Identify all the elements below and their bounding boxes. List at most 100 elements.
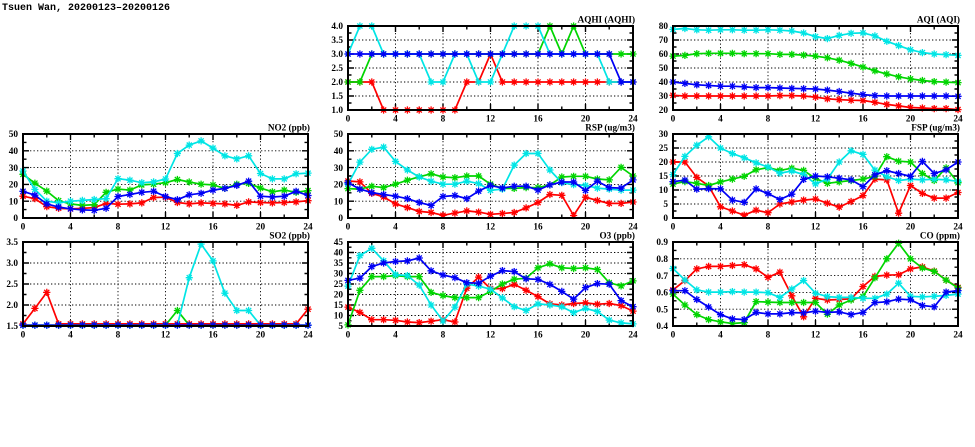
svg-text:4.0: 4.0 <box>331 22 343 32</box>
svg-text:4: 4 <box>393 115 398 125</box>
svg-text:O3 (ppb): O3 (ppb) <box>600 231 636 241</box>
svg-text:CO (ppm): CO (ppm) <box>920 231 960 241</box>
svg-text:30: 30 <box>659 92 669 102</box>
svg-text:4: 4 <box>393 223 398 233</box>
svg-text:20: 20 <box>581 223 591 233</box>
svg-text:3.5: 3.5 <box>331 36 343 46</box>
svg-text:16: 16 <box>858 115 868 125</box>
svg-text:10: 10 <box>334 197 344 207</box>
svg-text:8: 8 <box>441 223 446 233</box>
svg-text:45: 45 <box>334 238 344 248</box>
svg-text:24: 24 <box>303 223 313 233</box>
svg-text:15: 15 <box>659 172 669 182</box>
svg-text:60: 60 <box>659 50 669 60</box>
svg-text:8: 8 <box>441 331 446 341</box>
svg-text:2.5: 2.5 <box>6 280 18 290</box>
svg-text:50: 50 <box>659 64 669 74</box>
svg-text:24: 24 <box>953 223 963 233</box>
svg-text:16: 16 <box>208 223 218 233</box>
svg-text:0: 0 <box>671 331 676 341</box>
svg-text:1.5: 1.5 <box>331 92 343 102</box>
svg-text:2.0: 2.0 <box>331 78 343 88</box>
svg-text:12: 12 <box>161 331 171 341</box>
svg-text:0: 0 <box>21 331 26 341</box>
svg-text:35: 35 <box>334 259 344 269</box>
svg-text:0: 0 <box>346 331 351 341</box>
svg-text:4: 4 <box>68 331 73 341</box>
svg-text:24: 24 <box>953 115 963 125</box>
svg-text:30: 30 <box>334 164 344 174</box>
svg-text:8: 8 <box>766 115 771 125</box>
svg-text:16: 16 <box>533 223 543 233</box>
svg-text:24: 24 <box>303 331 313 341</box>
svg-text:2.0: 2.0 <box>6 301 18 311</box>
svg-text:10: 10 <box>334 312 344 322</box>
svg-text:8: 8 <box>116 331 121 341</box>
svg-text:4: 4 <box>718 115 723 125</box>
svg-text:0.9: 0.9 <box>656 238 668 248</box>
svg-text:12: 12 <box>811 223 821 233</box>
svg-text:16: 16 <box>533 331 543 341</box>
svg-text:0: 0 <box>671 223 676 233</box>
svg-text:24: 24 <box>628 223 638 233</box>
svg-text:24: 24 <box>628 115 638 125</box>
svg-text:30: 30 <box>9 164 19 174</box>
svg-text:80: 80 <box>659 22 669 32</box>
svg-text:FSP (ug/m3): FSP (ug/m3) <box>911 123 960 133</box>
svg-text:15: 15 <box>334 301 344 311</box>
svg-text:8: 8 <box>441 115 446 125</box>
svg-text:70: 70 <box>659 36 669 46</box>
svg-text:12: 12 <box>486 223 496 233</box>
svg-text:20: 20 <box>906 115 916 125</box>
svg-text:3.0: 3.0 <box>6 259 18 269</box>
svg-text:0: 0 <box>338 214 343 224</box>
svg-text:4: 4 <box>718 331 723 341</box>
svg-text:0: 0 <box>21 223 26 233</box>
svg-text:24: 24 <box>628 331 638 341</box>
svg-text:20: 20 <box>256 331 266 341</box>
svg-text:12: 12 <box>486 331 496 341</box>
svg-text:3.5: 3.5 <box>6 238 18 248</box>
svg-text:8: 8 <box>116 223 121 233</box>
svg-text:40: 40 <box>334 147 344 157</box>
svg-text:4: 4 <box>393 331 398 341</box>
svg-text:0.6: 0.6 <box>656 289 668 299</box>
svg-text:24: 24 <box>953 331 963 341</box>
svg-text:25: 25 <box>334 280 344 290</box>
svg-text:0.4: 0.4 <box>656 322 668 332</box>
svg-text:16: 16 <box>208 331 218 341</box>
svg-text:2.5: 2.5 <box>331 64 343 74</box>
svg-text:12: 12 <box>811 115 821 125</box>
svg-text:RSP (ug/m3): RSP (ug/m3) <box>585 123 635 133</box>
svg-text:1.0: 1.0 <box>331 106 343 116</box>
svg-text:0.5: 0.5 <box>656 305 668 315</box>
svg-text:5: 5 <box>338 322 343 332</box>
svg-text:0: 0 <box>13 214 18 224</box>
svg-text:12: 12 <box>486 115 496 125</box>
svg-text:10: 10 <box>9 197 19 207</box>
svg-text:20: 20 <box>581 115 591 125</box>
svg-text:0: 0 <box>346 115 351 125</box>
svg-text:0: 0 <box>663 214 668 224</box>
svg-text:4: 4 <box>718 223 723 233</box>
svg-text:0.7: 0.7 <box>656 272 668 282</box>
svg-text:20: 20 <box>581 331 591 341</box>
svg-text:3.0: 3.0 <box>331 50 343 60</box>
svg-text:16: 16 <box>533 115 543 125</box>
svg-text:8: 8 <box>766 331 771 341</box>
svg-text:AQHI (AQHI): AQHI (AQHI) <box>578 15 635 25</box>
svg-text:50: 50 <box>9 130 19 140</box>
svg-text:20: 20 <box>659 106 669 116</box>
svg-text:20: 20 <box>659 158 669 168</box>
svg-text:40: 40 <box>9 147 19 157</box>
svg-text:20: 20 <box>906 223 916 233</box>
svg-text:10: 10 <box>659 186 669 196</box>
svg-text:20: 20 <box>334 181 344 191</box>
svg-text:0: 0 <box>671 115 676 125</box>
svg-text:AQI (AQI): AQI (AQI) <box>917 15 960 25</box>
svg-text:40: 40 <box>659 78 669 88</box>
svg-text:8: 8 <box>766 223 771 233</box>
svg-text:20: 20 <box>9 181 19 191</box>
svg-text:1.5: 1.5 <box>6 322 18 332</box>
svg-text:4: 4 <box>68 223 73 233</box>
